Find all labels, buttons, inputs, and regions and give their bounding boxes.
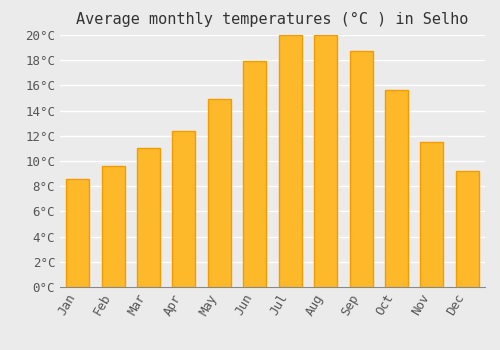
Bar	[456, 171, 479, 287]
Title: Average monthly temperatures (°C ) in Selho: Average monthly temperatures (°C ) in Se…	[76, 12, 468, 27]
Bar	[314, 35, 337, 287]
Bar	[420, 142, 444, 287]
Bar	[102, 166, 124, 287]
Bar	[278, 35, 301, 287]
Bar	[244, 62, 266, 287]
Bar	[350, 51, 372, 287]
Bar	[172, 131, 196, 287]
Bar	[385, 90, 408, 287]
Bar	[208, 99, 231, 287]
Bar	[137, 148, 160, 287]
Bar	[66, 178, 89, 287]
